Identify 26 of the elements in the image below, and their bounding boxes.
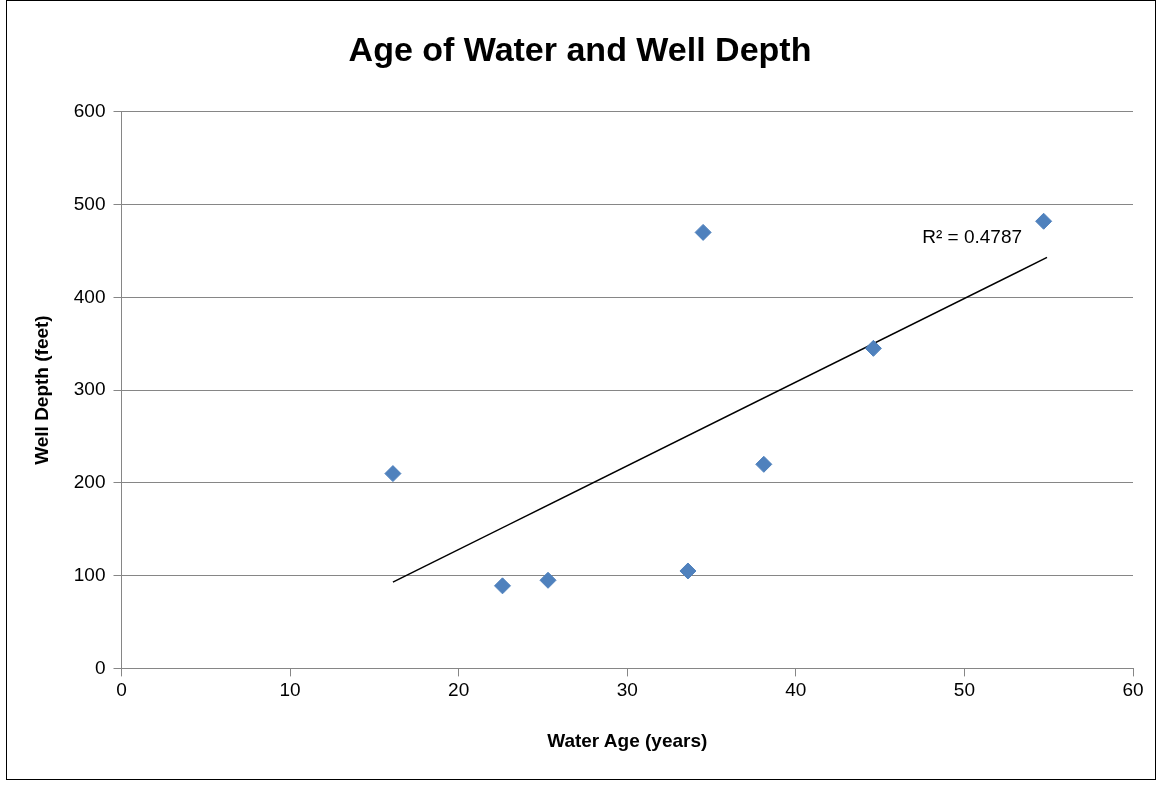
chart-title: Age of Water and Well Depth — [348, 29, 812, 68]
x-tick-label: 0 — [116, 679, 127, 701]
y-tick-label: 200 — [73, 471, 106, 493]
x-tick-label: 30 — [616, 679, 638, 701]
annotation: R² = 0.4787 — [922, 226, 1023, 248]
x-tick-label: 50 — [953, 679, 975, 701]
y-tick-label: 600 — [73, 100, 106, 122]
point — [755, 455, 773, 473]
x-tick-label: 40 — [785, 679, 807, 701]
y-tick-label: 100 — [73, 563, 106, 585]
point — [539, 571, 557, 589]
x-tick-label: 10 — [279, 679, 301, 701]
point — [694, 223, 712, 241]
y-tick-label: 400 — [73, 285, 106, 307]
x-tick-label: 60 — [1122, 679, 1144, 701]
y-tick-label: 300 — [73, 378, 106, 400]
point — [1035, 212, 1053, 230]
y-tick-label: 0 — [94, 656, 106, 678]
y-tick-label: 500 — [73, 192, 106, 214]
point — [494, 577, 511, 595]
y-axis-title: Well Depth (feet) — [30, 315, 52, 465]
x-axis-title: Water Age (years) — [547, 729, 708, 751]
point — [384, 465, 402, 483]
point — [679, 562, 697, 580]
point — [864, 339, 882, 357]
x-tick-label: 20 — [448, 679, 470, 701]
